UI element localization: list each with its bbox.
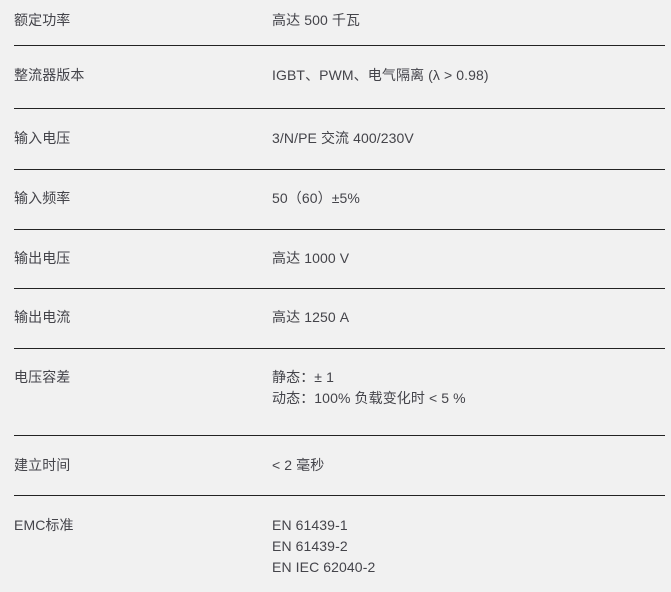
spec-label: 输出电压 <box>14 250 71 266</box>
spec-label: EMC标准 <box>14 517 74 533</box>
spec-value: < 2 毫秒 <box>272 455 665 476</box>
table-row: 额定功率 高达 500 千瓦 <box>0 0 671 45</box>
spec-value-line: 高达 1250 A <box>272 309 350 325</box>
spec-value-line: EN 61439-2 <box>272 538 348 554</box>
spec-value-line: 动态：100% 负载变化时 < 5 % <box>272 390 466 406</box>
table-row: 输出电压 高达 1000 V <box>0 229 671 288</box>
spec-value: 静态：± 1 动态：100% 负载变化时 < 5 % <box>272 367 665 409</box>
spec-label: 输出电流 <box>14 309 71 325</box>
spec-value-line: EN 61439-1 <box>272 517 348 533</box>
spec-label: 输入频率 <box>14 190 71 206</box>
spec-value: 高达 1000 V <box>272 248 665 269</box>
spec-value: IGBT、PWM、电气隔离 (λ > 0.98) <box>272 65 665 86</box>
table-row: 输入电压 3/N/PE 交流 400/230V <box>0 108 671 169</box>
table-row: EMC标准 EN 61439-1 EN 61439-2 EN IEC 62040… <box>0 495 671 592</box>
spec-value-line: EN IEC 62040-2 <box>272 559 376 575</box>
table-row: 电压容差 静态：± 1 动态：100% 负载变化时 < 5 % <box>0 348 671 435</box>
spec-label: 建立时间 <box>14 457 71 473</box>
spec-value-line: < 2 毫秒 <box>272 457 325 473</box>
spec-value: 50（60）±5% <box>272 188 665 209</box>
spec-value: EN 61439-1 EN 61439-2 EN IEC 62040-2 <box>272 515 665 578</box>
spec-value-line: IGBT、PWM、电气隔离 (λ > 0.98) <box>272 67 489 83</box>
table-row: 输入频率 50（60）±5% <box>0 169 671 229</box>
spec-value: 高达 1250 A <box>272 307 665 328</box>
table-row: 建立时间 < 2 毫秒 <box>0 435 671 495</box>
spec-value-line: 3/N/PE 交流 400/230V <box>272 130 414 146</box>
spec-label: 整流器版本 <box>14 67 85 83</box>
spec-value-line: 高达 1000 V <box>272 250 350 266</box>
spec-value: 高达 500 千瓦 <box>272 10 665 31</box>
spec-label: 输入电压 <box>14 130 71 146</box>
spec-value-line: 静态：± 1 <box>272 369 334 385</box>
spec-label: 额定功率 <box>14 12 71 28</box>
spec-value-line: 50（60）±5% <box>272 190 360 206</box>
table-row: 输出电流 高达 1250 A <box>0 288 671 348</box>
spec-value: 3/N/PE 交流 400/230V <box>272 128 665 149</box>
spec-value-line: 高达 500 千瓦 <box>272 12 361 28</box>
table-row: 整流器版本 IGBT、PWM、电气隔离 (λ > 0.98) <box>0 45 671 108</box>
spec-label: 电压容差 <box>14 369 71 385</box>
